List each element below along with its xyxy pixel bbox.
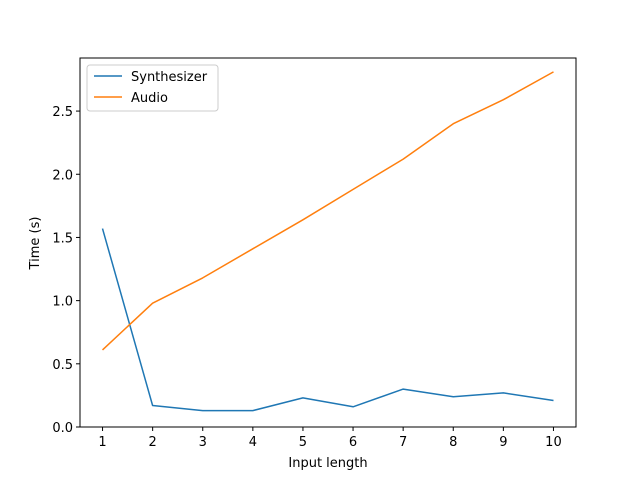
- x-tick-label: 6: [349, 435, 357, 450]
- y-tick-label: 2.5: [52, 105, 73, 120]
- y-tick-label: 2.0: [52, 168, 73, 183]
- y-tick-label: 0.5: [52, 358, 73, 373]
- y-tick-label: 1.0: [52, 295, 73, 310]
- x-tick-label: 2: [149, 435, 157, 450]
- y-tick-label: 1.5: [52, 231, 73, 246]
- legend: Synthesizer Audio: [86, 64, 219, 112]
- legend-label: Synthesizer: [131, 70, 208, 85]
- plot-area: [79, 57, 577, 428]
- series-line-synthesizer: [101, 228, 554, 412]
- legend-label: Audio: [131, 91, 168, 106]
- series-line-audio: [101, 71, 554, 351]
- x-axis: 1 2 3 4 5 6 7 8 9 10: [98, 427, 562, 450]
- x-tick-label: 8: [449, 435, 457, 450]
- x-tick-label: 5: [299, 435, 307, 450]
- x-tick-label: 3: [199, 435, 207, 450]
- x-tick-label: 4: [249, 435, 257, 450]
- series-layer: [101, 71, 554, 412]
- x-tick-label: 9: [499, 435, 507, 450]
- x-axis-label: Input length: [288, 456, 367, 471]
- y-axis-label: Time (s): [28, 217, 43, 271]
- x-tick-label: 7: [399, 435, 407, 450]
- y-axis: 0.0 0.5 1.0 1.5 2.0 2.5: [52, 105, 80, 436]
- y-tick-label: 0.0: [52, 421, 73, 436]
- x-tick-label: 10: [545, 435, 562, 450]
- x-tick-label: 1: [98, 435, 106, 450]
